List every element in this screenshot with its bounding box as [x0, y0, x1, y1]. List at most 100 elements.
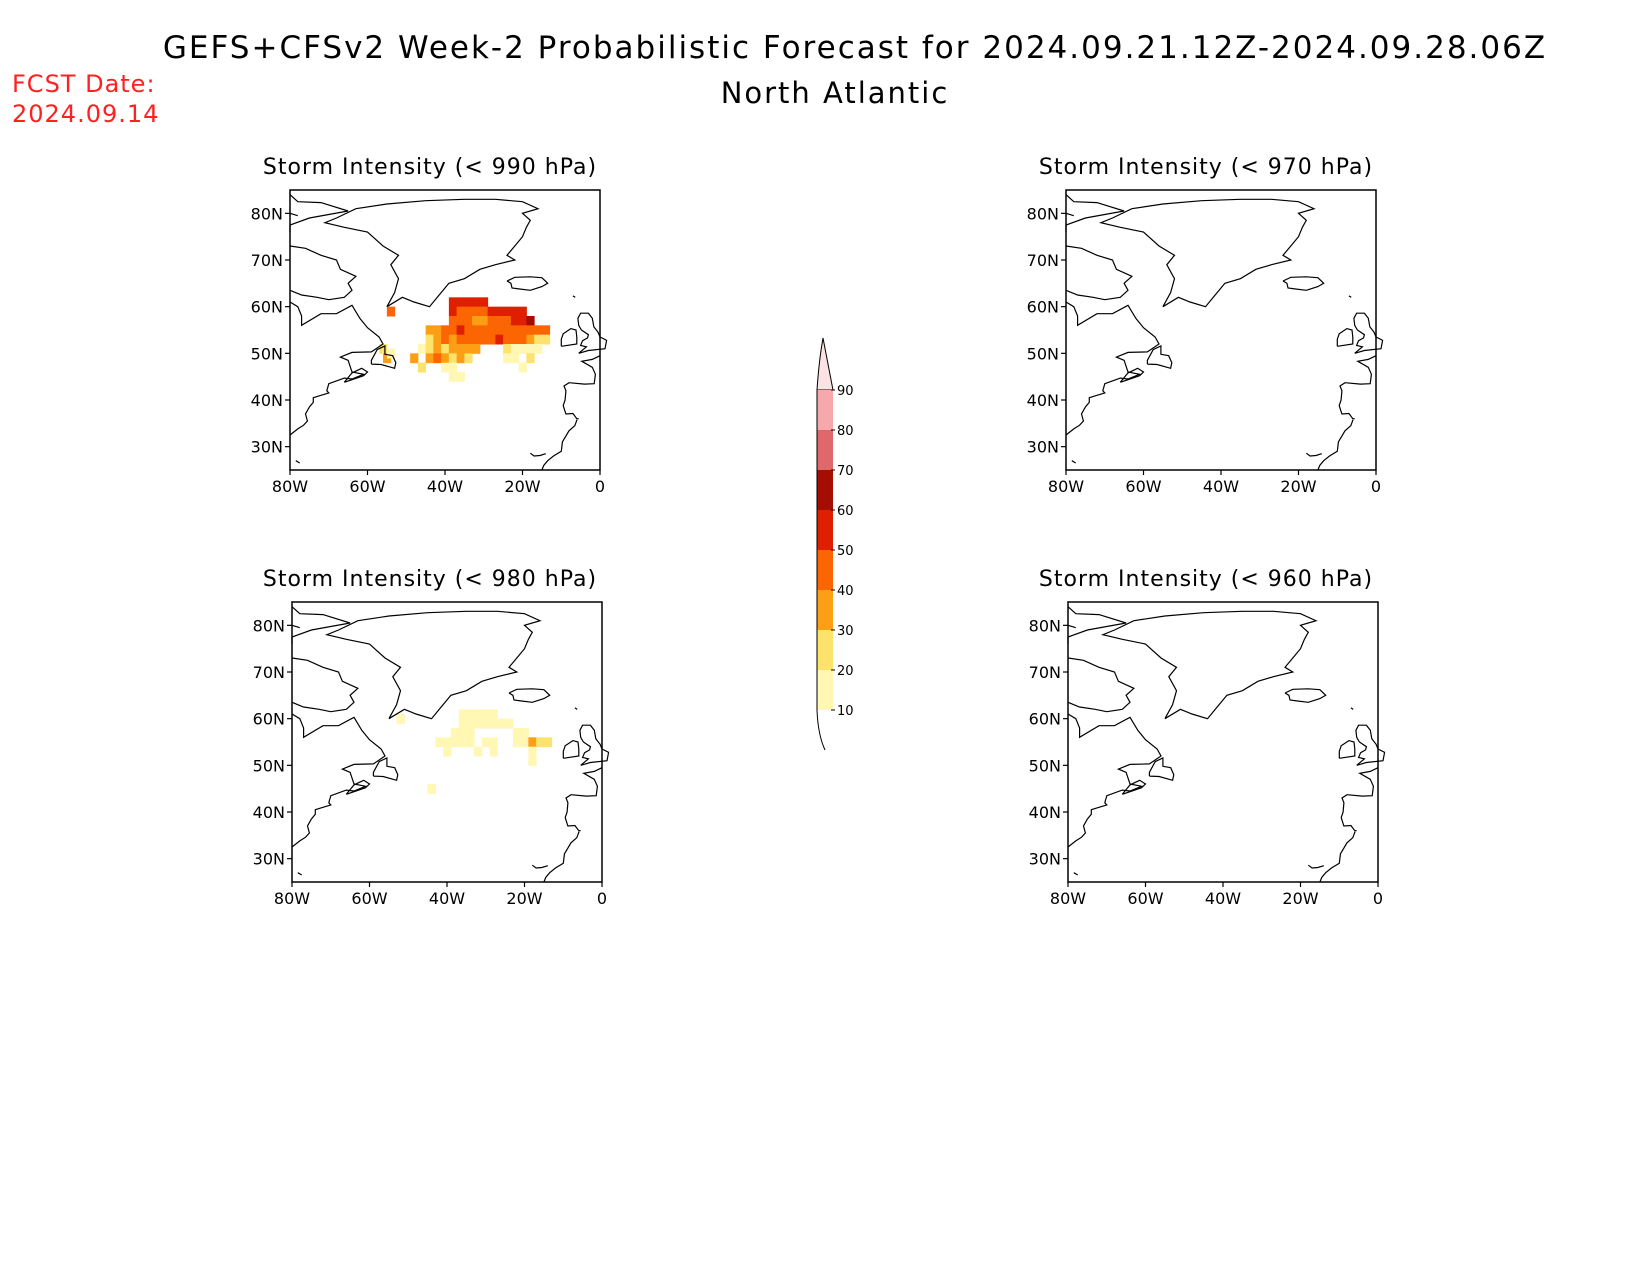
colorbar-swatch — [817, 470, 833, 510]
probability-field — [396, 709, 553, 794]
faroe-islands — [572, 295, 576, 298]
newfoundland-coast — [370, 344, 397, 370]
colorbar-label: 50 — [837, 544, 854, 559]
ireland-coast — [562, 739, 580, 759]
probability-cell — [456, 372, 465, 382]
lon-tick-label: 40W — [1205, 889, 1241, 908]
probability-cell — [417, 344, 427, 354]
probability-cell — [450, 737, 460, 748]
colorbar-label: 20 — [837, 664, 854, 679]
lat-tick-label: 70N — [1029, 663, 1061, 682]
lon-tick-label: 0 — [1373, 889, 1383, 908]
axis-ticks: 80W 60W 40W 20W 0 80N 70N 60N 50N 40N 30N — [253, 616, 607, 908]
probability-cell — [534, 344, 543, 354]
colorbar-top-extension — [816, 337, 834, 391]
colorbar-swatch — [817, 630, 833, 670]
lon-tick-label: 80W — [1050, 889, 1086, 908]
ireland-coast — [560, 327, 578, 347]
map-panel-990: Storm Intensity (< 990 hPa) 80W 60W 40W 20W… — [251, 155, 608, 496]
probability-cell — [489, 718, 498, 729]
lat-tick-label: 40N — [253, 803, 285, 822]
coastline-layer — [1065, 194, 1384, 471]
nova-scotia-coast — [1121, 779, 1147, 795]
lat-tick-label: 60N — [251, 298, 283, 317]
probability-cell — [448, 344, 458, 354]
lat-tick-label: 80N — [251, 204, 283, 223]
greenland-coast — [1098, 198, 1316, 308]
probability-cell — [526, 325, 535, 336]
probability-cell — [489, 709, 498, 720]
colorbar-label: 70 — [837, 464, 854, 479]
colorbar-label: 60 — [837, 504, 854, 519]
probability-cell — [472, 297, 481, 308]
lat-tick-label: 30N — [251, 438, 283, 457]
probability-cell — [458, 709, 467, 720]
probability-field — [379, 297, 551, 382]
probability-cell — [526, 334, 535, 345]
probability-cell — [456, 316, 465, 326]
africa-coast — [1319, 831, 1356, 883]
probability-cell — [448, 297, 458, 308]
probability-cell — [472, 316, 481, 326]
probability-cell — [450, 728, 460, 738]
probability-cell — [543, 737, 553, 748]
bahamas — [1071, 460, 1077, 464]
probability-cell — [456, 344, 465, 354]
probability-cell — [518, 344, 527, 354]
svalbard-coast — [1065, 212, 1074, 217]
lat-tick-label: 80N — [253, 616, 285, 635]
colorbar-label: 30 — [837, 624, 854, 639]
probability-cell — [433, 334, 442, 345]
lat-tick-label: 60N — [253, 710, 285, 729]
region-subtitle: North Atlantic — [720, 76, 950, 110]
probability-cell — [518, 316, 527, 326]
lon-tick-label: 80W — [272, 477, 308, 496]
probability-cell — [448, 362, 458, 373]
probability-cell — [495, 325, 504, 336]
map-panel-970: Storm Intensity (< 970 hPa) 80W 60W 40W 20W… — [1027, 155, 1384, 496]
baffin-coast — [289, 245, 357, 301]
probability-cell — [464, 353, 473, 364]
probability-cell — [487, 334, 496, 345]
probability-cell — [443, 746, 452, 757]
colorbar-swatch — [817, 510, 833, 550]
lon-tick-label: 20W — [1280, 477, 1316, 496]
probability-cell — [448, 306, 458, 317]
lat-tick-label: 40N — [1027, 391, 1059, 410]
axis-ticks: 80W 60W 40W 20W 0 80N 70N 60N 50N 40N 30N — [251, 204, 605, 496]
map-panel-980: Storm Intensity (< 980 hPa) 80W 60W 40W 20W… — [253, 567, 610, 908]
probability-cell — [510, 316, 520, 326]
probability-cell — [518, 334, 527, 345]
lon-tick-label: 60W — [349, 477, 385, 496]
colorbar-swatch — [817, 430, 833, 470]
faroe-islands — [574, 707, 578, 710]
panel-title: Storm Intensity (< 990 hPa) — [263, 155, 597, 180]
lat-tick-label: 80N — [1027, 204, 1059, 223]
probability-cell — [489, 737, 498, 748]
britain-coast — [579, 724, 610, 766]
svalbard-coast — [289, 212, 298, 217]
probability-cell — [489, 746, 498, 757]
newfoundland-coast — [1148, 756, 1175, 782]
probability-cell — [479, 316, 489, 326]
probability-cell — [512, 737, 522, 748]
lon-tick-label: 60W — [351, 889, 387, 908]
lon-tick-label: 40W — [1203, 477, 1239, 496]
lat-tick-label: 70N — [251, 251, 283, 270]
baffin-coast — [1067, 657, 1135, 713]
greenland-coast — [322, 198, 540, 308]
lon-tick-label: 0 — [1371, 477, 1381, 496]
probability-cell — [526, 344, 535, 354]
probability-cell — [541, 334, 551, 345]
ireland-coast — [1338, 739, 1356, 759]
probability-cell — [456, 325, 465, 336]
probability-cell — [458, 737, 467, 748]
probability-cell — [474, 709, 483, 720]
axis-ticks: 80W 60W 40W 20W 0 80N 70N 60N 50N 40N 30N — [1029, 616, 1383, 908]
iceland-coast — [1282, 276, 1325, 291]
probability-cell — [526, 316, 535, 326]
britain-coast — [1353, 312, 1384, 354]
colorbar-label: 40 — [837, 584, 854, 599]
lat-tick-label: 40N — [1029, 803, 1061, 822]
labrador-coast — [1065, 301, 1160, 436]
